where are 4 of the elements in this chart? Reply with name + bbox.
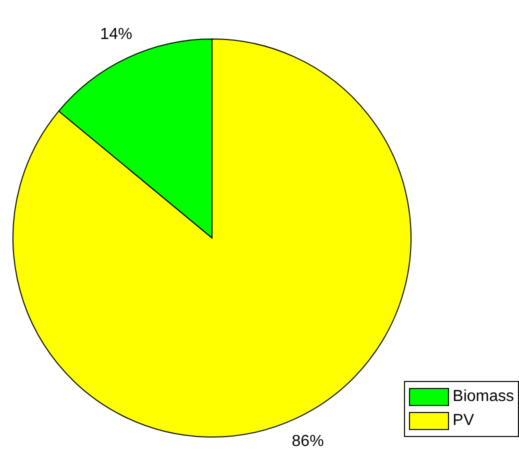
legend-label: Biomass xyxy=(452,388,514,406)
legend-label: PV xyxy=(452,412,474,430)
data-label: 86% xyxy=(292,433,324,450)
data-label: 14% xyxy=(100,26,132,43)
